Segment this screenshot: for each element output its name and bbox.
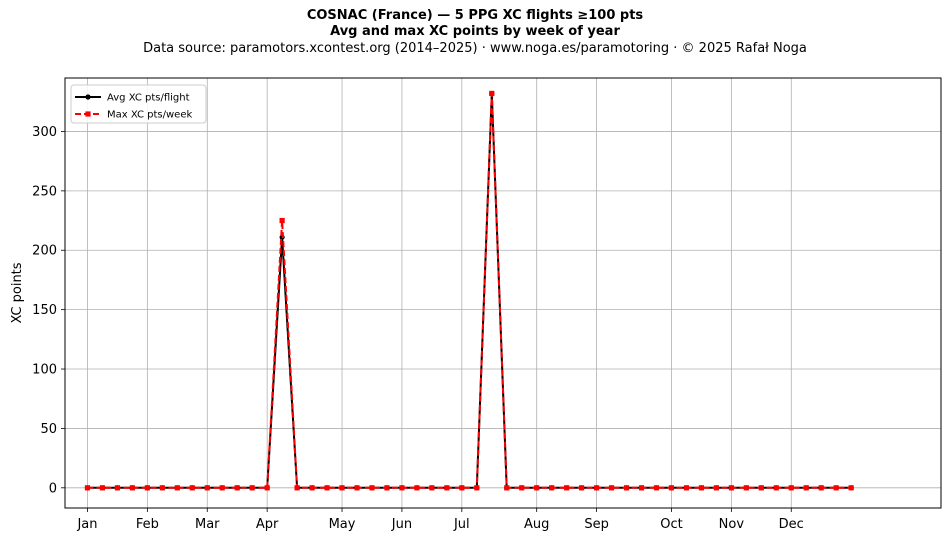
data-point [833, 485, 839, 491]
data-point [534, 485, 540, 491]
data-point [608, 485, 615, 491]
x-tick-label: Oct [660, 517, 682, 532]
legend-box [70, 84, 207, 124]
data-point [219, 485, 225, 491]
data-point [414, 485, 420, 491]
grid-lines [65, 78, 941, 508]
y-tick-label: 50 [40, 422, 57, 437]
data-point [354, 485, 360, 491]
data-point [324, 485, 330, 491]
data-point [564, 485, 570, 491]
data-point [848, 485, 854, 491]
x-tick-label: Aug [524, 517, 549, 532]
legend-label: Max XC pts/week [107, 110, 192, 121]
data-point [264, 485, 270, 491]
data-point [114, 485, 121, 491]
data-point [504, 485, 510, 491]
data-point [279, 217, 285, 224]
data-point [99, 485, 106, 491]
data-point [459, 485, 465, 491]
chart-titles: COSNAC (France) — 5 PPG XC flights ≥100 … [0, 8, 950, 58]
data-point [339, 485, 345, 491]
data-point [818, 485, 824, 491]
x-tick-label: Nov [719, 517, 745, 532]
data-point [474, 485, 480, 491]
chart-subtitle: Avg and max XC points by week of year [330, 24, 620, 39]
x-tick-label: Jan [76, 517, 97, 532]
data-point [773, 485, 779, 491]
data-point [369, 485, 375, 491]
x-tick-label: May [329, 517, 356, 532]
legend-marker [85, 94, 91, 100]
data-point [249, 485, 255, 491]
data-point [803, 485, 809, 491]
data-point [189, 485, 195, 491]
data-point [713, 485, 719, 491]
x-axis: Jan Feb Mar Apr May Jun Jul Aug Sep Oct Nov Dec [76, 508, 804, 532]
data-point [593, 485, 600, 491]
data-point [309, 485, 315, 491]
data-point [638, 485, 645, 491]
data-point [429, 485, 435, 491]
data-point [668, 485, 675, 491]
legend-label: Avg XC pts/flight [107, 93, 190, 104]
chart-source: Data source: paramotors.xcontest.org (20… [143, 41, 807, 56]
data-point [234, 485, 240, 491]
data-point [683, 485, 690, 491]
data-point [653, 485, 660, 491]
y-tick-label: 200 [32, 244, 57, 259]
data-point [579, 485, 585, 491]
data-point [399, 485, 405, 491]
data-point [204, 485, 210, 491]
x-tick-label: Jun [391, 517, 412, 532]
data-point [444, 485, 450, 491]
plot-frame [64, 77, 942, 509]
data-point [698, 485, 705, 491]
y-axis-label: XC points [10, 262, 25, 323]
y-tick-label: 100 [32, 363, 57, 378]
series-line-1 [87, 92, 852, 489]
data-point [743, 485, 749, 491]
x-tick-label: Jul [453, 517, 470, 532]
series-layer [84, 90, 854, 491]
data-point [129, 485, 135, 491]
data-point [174, 485, 180, 491]
y-tick-label: 300 [32, 125, 57, 140]
x-tick-label: Apr [256, 517, 279, 532]
x-tick-label: Feb [136, 517, 159, 532]
chart-title: COSNAC (France) — 5 PPG XC flights ≥100 … [306, 8, 644, 23]
data-point [519, 485, 525, 491]
x-tick-label: Dec [779, 517, 804, 532]
y-tick-label: 250 [32, 184, 57, 199]
x-tick-label: Sep [584, 517, 609, 532]
y-tick-label: 150 [32, 303, 57, 318]
y-axis: 0 50 100 150 200 250 300 [32, 125, 65, 496]
data-point [788, 485, 794, 491]
data-point [489, 90, 495, 97]
data-point [159, 485, 165, 491]
data-point [84, 485, 91, 491]
legend-marker [85, 111, 91, 117]
data-point [384, 485, 390, 491]
data-point [549, 485, 555, 491]
data-point [728, 485, 734, 491]
y-tick-label: 0 [49, 481, 57, 496]
data-point [294, 485, 300, 491]
data-point [758, 485, 764, 491]
data-point [144, 485, 150, 491]
legend: Avg XC pts/flight Max XC pts/week [70, 84, 207, 124]
x-tick-label: Mar [195, 517, 220, 532]
data-point [623, 485, 630, 491]
